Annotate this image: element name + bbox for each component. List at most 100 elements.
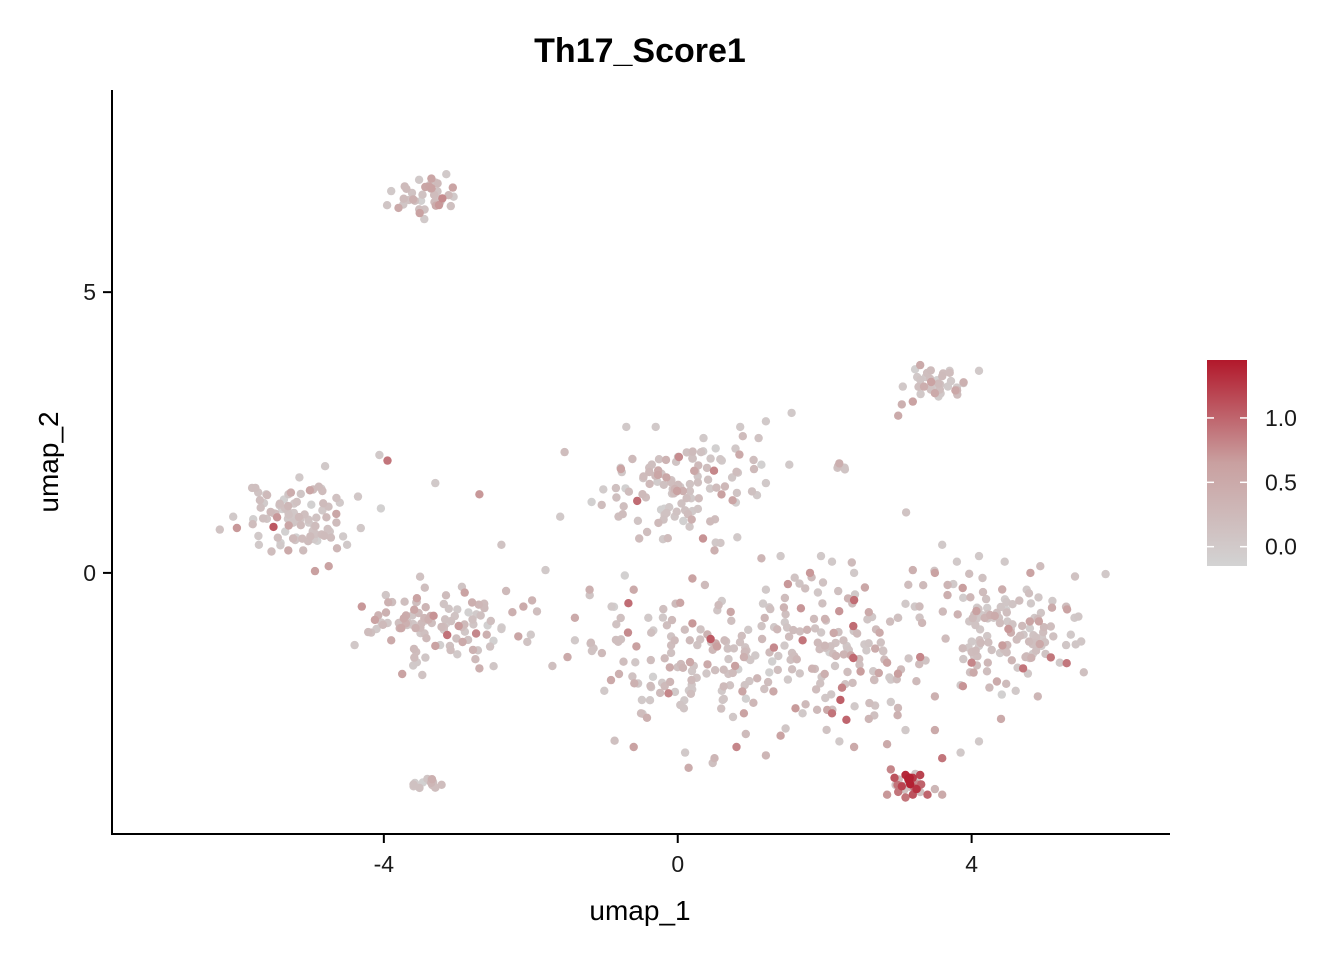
cell-point [275,499,284,508]
cell-point [741,694,751,703]
cell-point [415,572,425,581]
cell-point [864,714,873,724]
cell-point [254,540,264,549]
cell-point [628,672,637,681]
cell-point [917,618,927,628]
cell-point [966,593,975,602]
cell-point [849,595,859,605]
cell-point [645,467,654,477]
legend-tick-label: 1.0 [1265,405,1297,431]
cell-point [795,627,805,636]
cell-point [660,654,669,663]
cell-point [1035,639,1045,649]
cell-point [912,784,921,794]
cell-point [229,512,238,521]
cell-point [599,485,608,494]
cell-point [763,677,773,687]
cell-point [807,664,817,673]
cell-point [357,602,366,611]
cell-point [629,742,638,752]
x-tick-label: 4 [965,851,978,877]
cell-point [736,422,745,432]
cell-point [938,540,947,549]
cell-point [1039,623,1049,632]
cell-point [446,645,455,655]
cell-point [1061,640,1071,650]
cell-point [720,482,730,491]
cell-point [875,628,884,637]
cell-point [919,581,928,590]
cell-point [696,635,705,644]
cell-point [864,608,873,617]
cell-point [719,665,728,674]
legend-ticks: 0.0 0.5 1.0 [1207,405,1297,560]
cell-point [694,494,703,503]
cell-point [651,422,660,432]
cell-point [893,669,903,678]
cell-point [283,501,293,511]
cell-point [560,447,569,457]
cell-point [805,568,815,578]
cell-point [1062,659,1071,668]
cell-point [476,611,485,620]
cell-point [761,751,771,760]
cell-point [1031,646,1041,655]
cell-point [930,692,940,701]
cell-point [930,568,940,578]
cell-point [959,378,968,387]
cell-point [829,628,838,638]
cell-point [295,473,304,482]
cell-point [637,695,647,705]
cell-point [501,586,511,596]
cell-point [281,527,290,536]
cell-point [865,698,874,708]
cell-point [719,682,728,691]
cell-point [938,790,947,799]
cell-point [685,486,695,496]
cell-point [467,598,477,607]
cell-point [444,191,453,200]
cell-point [827,709,837,718]
cell-point [676,598,685,607]
cell-point [945,368,954,377]
cell-point [332,509,341,519]
cell-point [840,465,850,474]
cell-point [710,754,719,763]
cell-point [1026,568,1035,578]
cell-point [776,731,785,740]
cell-point [631,658,640,667]
cell-point [930,784,940,794]
cell-point [744,625,753,634]
cell-point [830,661,840,671]
cell-point [305,486,315,495]
cell-point [995,618,1005,628]
cell-point [431,641,440,651]
cell-point [969,668,978,677]
cell-point [659,480,668,489]
cell-point [774,651,783,661]
cell-point [655,688,665,698]
cell-point [834,586,843,596]
cell-point [471,655,480,664]
cell-point [863,615,872,624]
cell-point [820,669,829,679]
cell-point [398,669,407,679]
cell-point [739,652,749,662]
cell-point [586,638,596,647]
cell-point [990,611,999,621]
cell-point [678,663,688,672]
cell-point [508,608,517,617]
cell-point [310,566,320,576]
cell-point [916,652,925,662]
cell-point [727,473,737,482]
cell-point [474,600,483,609]
cell-point [1077,637,1086,646]
cell-point [783,579,793,589]
cell-point [998,641,1007,650]
cell-point [620,571,629,580]
cell-point [672,507,681,516]
cell-point [802,625,812,634]
cell-point [735,638,745,647]
cell-point [916,360,925,370]
cell-point [585,585,594,594]
